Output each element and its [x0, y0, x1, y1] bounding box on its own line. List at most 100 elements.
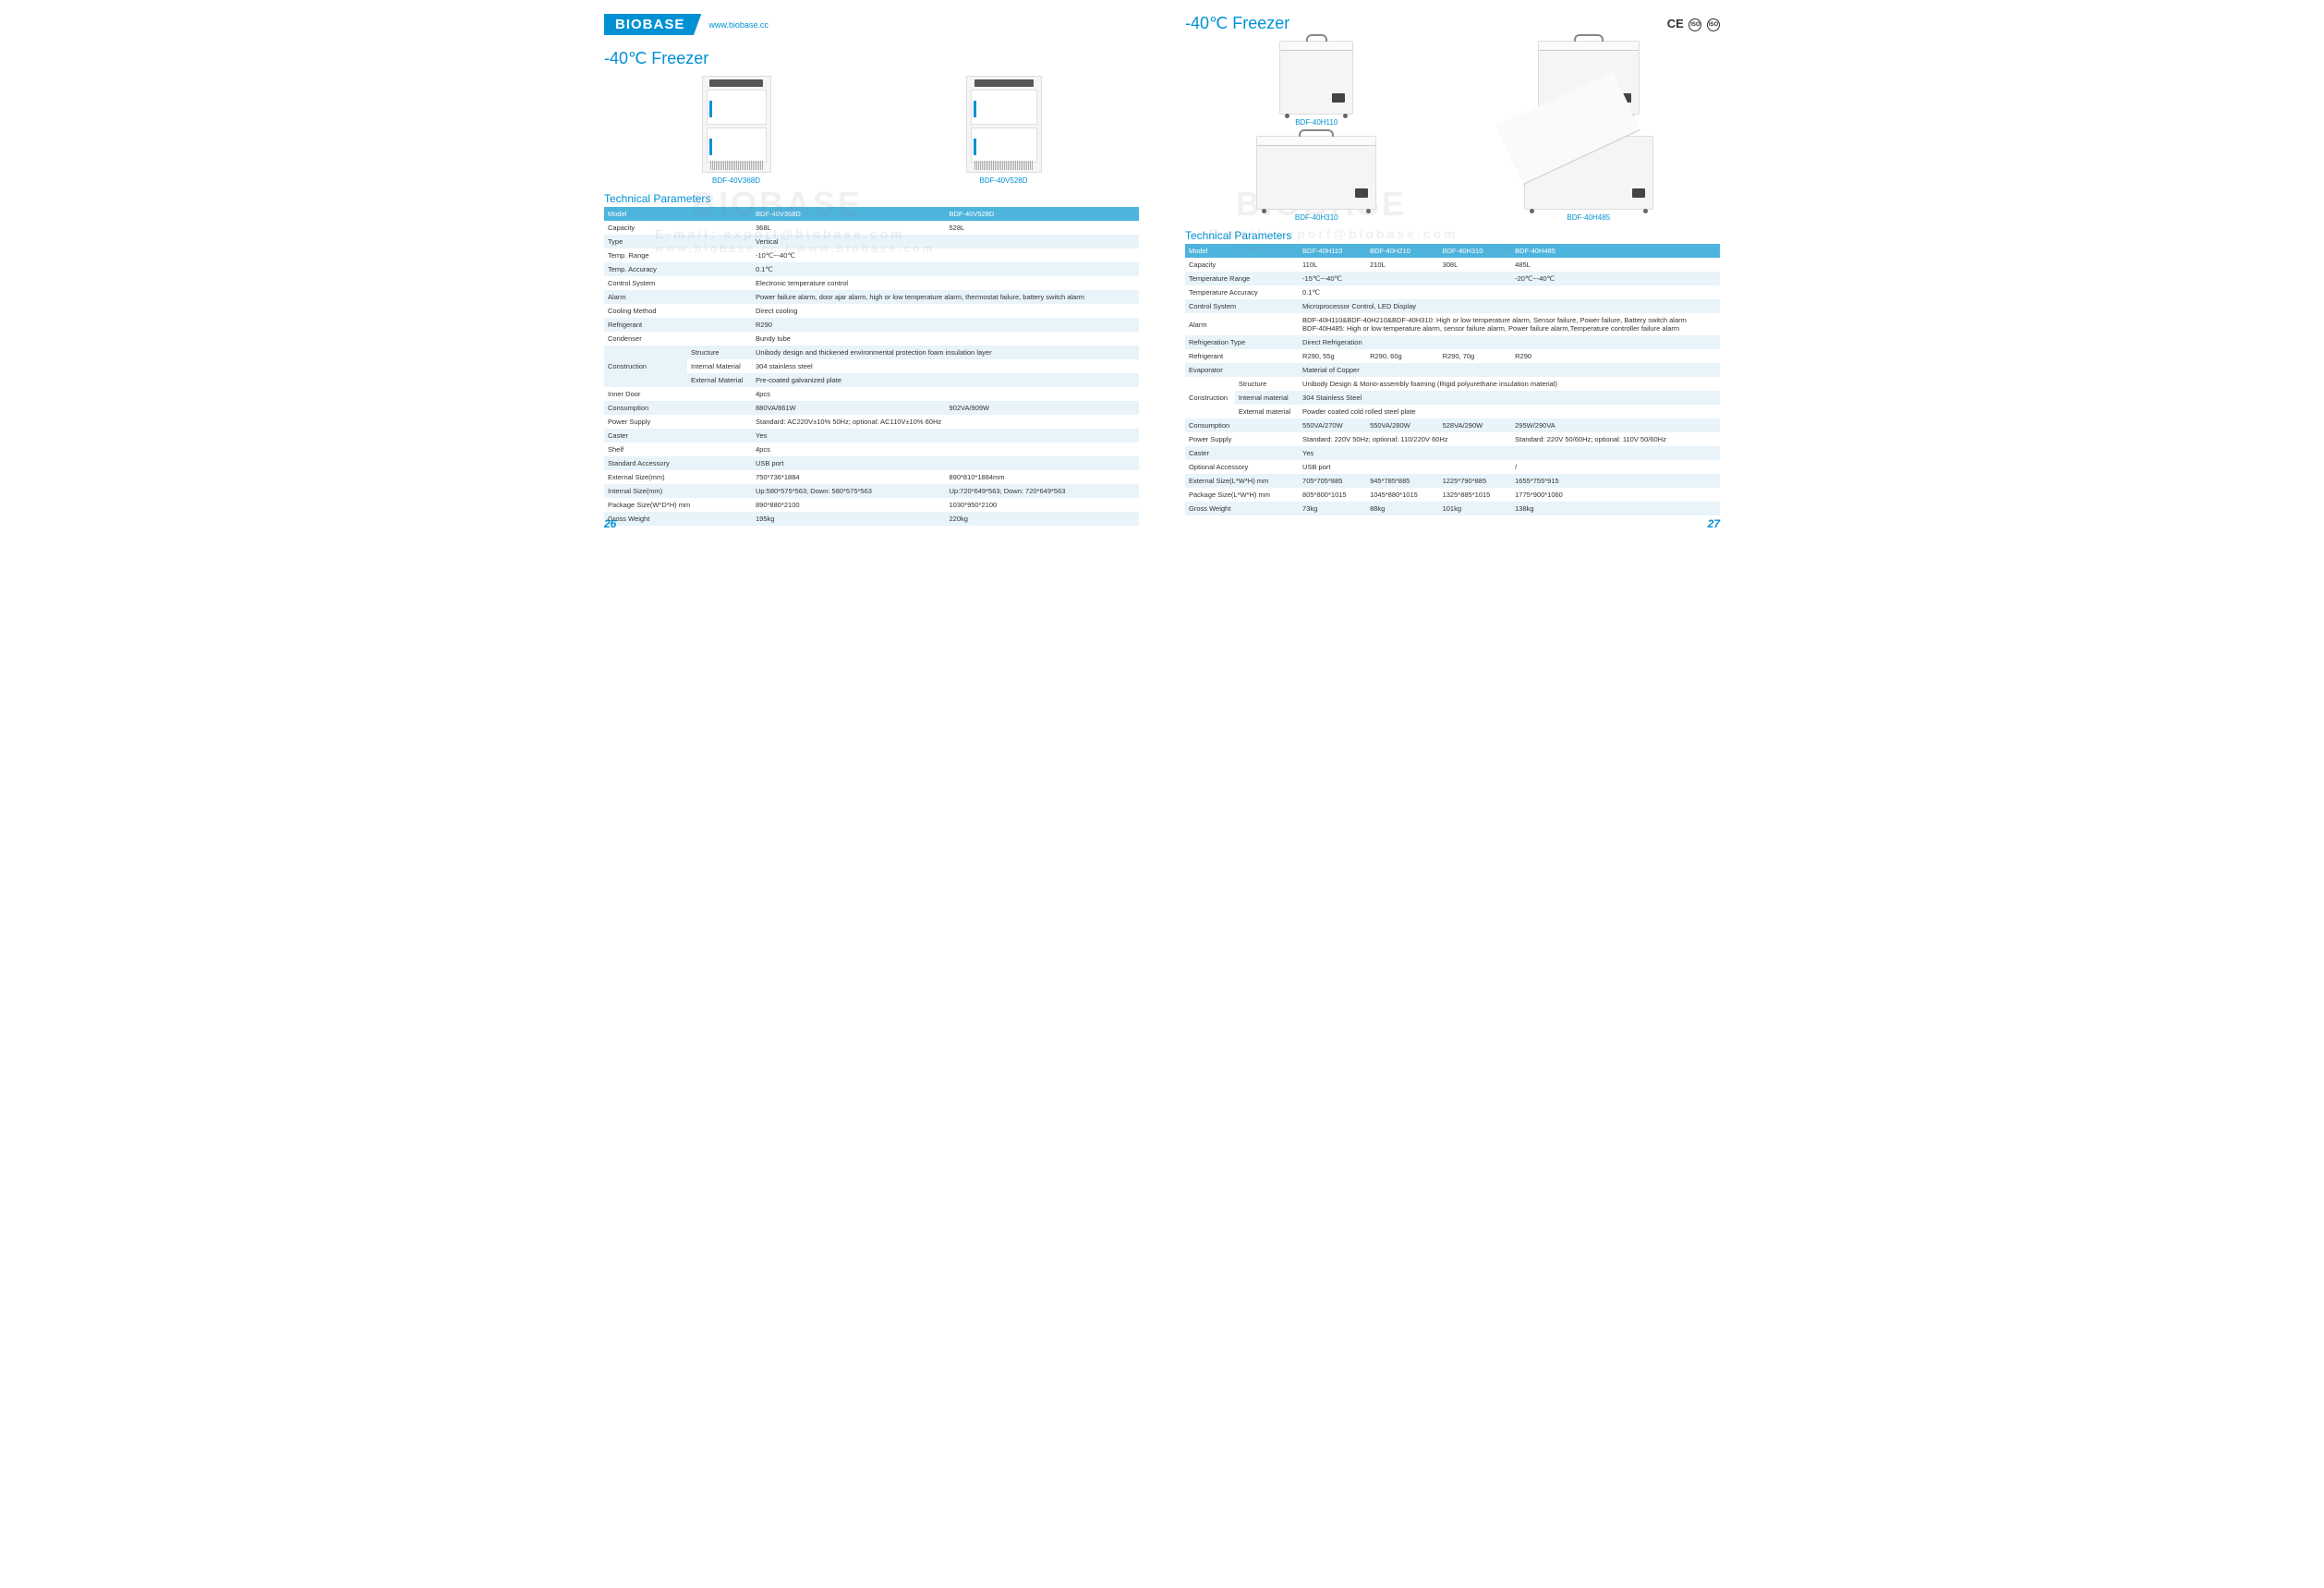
cell: 1655*755*915 — [1511, 474, 1720, 488]
cell: Gross Weight — [1185, 502, 1299, 515]
product-label: BDF-40H110 — [1279, 118, 1353, 127]
table-row: TypeVertical — [604, 235, 1139, 249]
cell: Standard: AC220V±10% 50Hz; optional: AC1… — [752, 415, 1139, 429]
table-row: Temp. Range-10℃~-40℃ — [604, 249, 1139, 262]
brand-logo: BIOBASE — [604, 14, 701, 35]
cell: Structure — [687, 345, 752, 359]
cell: / — [1511, 460, 1720, 474]
cell: Cooling Method — [604, 304, 752, 318]
cell: 1325*885*1015 — [1439, 488, 1512, 502]
cell: Pre-coated galvanized plate — [752, 373, 1139, 387]
cell: Temperature Accuracy — [1185, 285, 1299, 299]
cell: 528L — [945, 221, 1139, 235]
cell: External material — [1235, 405, 1299, 418]
page-title-left: -40℃ Freezer — [604, 49, 1139, 68]
cell: Standard: 220V 50Hz; optional: 110/220V … — [1299, 432, 1511, 446]
cell: 528VA/290W — [1439, 418, 1512, 432]
cell: Temperature Range — [1185, 272, 1299, 285]
cell: 550VA/270W — [1299, 418, 1366, 432]
cell: 88kg — [1366, 502, 1439, 515]
page-right: CE ISO ISO BIOBASE E-mail: export@biobas… — [1162, 0, 1743, 539]
table-row: External Size(mm)750*736*1884890*810*188… — [604, 470, 1139, 484]
cell: 308L — [1439, 258, 1512, 272]
cell: Model — [1185, 244, 1299, 258]
cell: Structure — [1235, 377, 1299, 391]
cell: Package Size(L*W*H) mm — [1185, 488, 1299, 502]
table-row: Temperature Range-15℃~-40℃-20℃~-40℃ — [1185, 272, 1720, 285]
table-row: CasterYes — [1185, 446, 1720, 460]
cell: 890*810*1884mm — [945, 470, 1139, 484]
cell: Yes — [752, 429, 1139, 442]
table-row: Shelf4pcs — [604, 442, 1139, 456]
table-row: Optional AccessoryUSB port/ — [1185, 460, 1720, 474]
cell: 210L — [1366, 258, 1439, 272]
table-row: Capacity368L528L — [604, 221, 1139, 235]
cell: Refrigerant — [604, 318, 752, 332]
table-row: Package Size(W*D*H) mm890*880*21001030*9… — [604, 498, 1139, 512]
cell: -20℃~-40℃ — [1511, 272, 1720, 285]
cell: Internal Size(mm) — [604, 484, 752, 498]
cell: 1225*790*885 — [1439, 474, 1512, 488]
product-label: BDF-40V528D — [966, 176, 1042, 185]
product-label: BDF-40V368D — [702, 176, 771, 185]
cell: USB port — [752, 456, 1139, 470]
product: BDF-40V368D — [702, 76, 771, 185]
cell: Up:580*575*563; Down: 580*575*563 — [752, 484, 945, 498]
cell: Electronic temperature control — [752, 276, 1139, 290]
cell: Construction — [604, 345, 687, 387]
cell: Alarm — [604, 290, 752, 304]
header-url: www.biobase.cc — [708, 20, 769, 30]
cell: 1045*880*1015 — [1366, 488, 1439, 502]
table-row: Consumption550VA/270W550VA/280W528VA/290… — [1185, 418, 1720, 432]
cell: Inner Door — [604, 387, 752, 401]
cell: Control System — [604, 276, 752, 290]
cell: Package Size(W*D*H) mm — [604, 498, 752, 512]
cell: 485L — [1511, 258, 1720, 272]
cell: 880VA/861W — [752, 401, 945, 415]
cell: Gross Weight — [604, 512, 752, 526]
table-row: RefrigerantR290, 55gR290, 60gR290, 70gR2… — [1185, 349, 1720, 363]
cell: Consumption — [1185, 418, 1299, 432]
cell: 295W/290VA — [1511, 418, 1720, 432]
table-row: EvaporatorMaterial of Copper — [1185, 363, 1720, 377]
cell: BDF-40V368D — [752, 207, 945, 221]
cell: Consumption — [604, 401, 752, 415]
cell: 4pcs — [752, 442, 1139, 456]
cell: BDF-40V528D — [945, 207, 1139, 221]
cell: External Size(mm) — [604, 470, 752, 484]
cell: Caster — [1185, 446, 1299, 460]
product-label: BDF-40H310 — [1256, 213, 1376, 222]
cell: BDF-40H485 — [1511, 244, 1720, 258]
table-row: Control SystemElectronic temperature con… — [604, 276, 1139, 290]
product: BDF-40H110 — [1279, 41, 1353, 127]
cert-icon: ISO — [1707, 18, 1720, 31]
cell: Capacity — [604, 221, 752, 235]
cell: Internal material — [1235, 391, 1299, 405]
cell: Caster — [604, 429, 752, 442]
cell: Temp. Range — [604, 249, 752, 262]
table-row: ModelBDF-40H110BDF-40H210BDF-40H310BDF-4… — [1185, 244, 1720, 258]
cell: BDF-40H210 — [1366, 244, 1439, 258]
cell: R290 — [1511, 349, 1720, 363]
spec-table-left: ModelBDF-40V368DBDF-40V528DCapacity368L5… — [604, 207, 1139, 526]
cell: 750*736*1884 — [752, 470, 945, 484]
table-row: Internal material304 Stainless Steel — [1185, 391, 1720, 405]
cell: USB port — [1299, 460, 1511, 474]
cell: Temp. Accuracy — [604, 262, 752, 276]
table-row: Gross Weight195kg220kg — [604, 512, 1139, 526]
cell: Refrigerant — [1185, 349, 1299, 363]
cell: R290 — [752, 318, 1139, 332]
cell: 890*880*2100 — [752, 498, 945, 512]
table-row: Power SupplyStandard: AC220V±10% 50Hz; o… — [604, 415, 1139, 429]
cell: Material of Copper — [1299, 363, 1720, 377]
cell: 0.1℃ — [752, 262, 1139, 276]
section-title: Technical Parameters — [604, 192, 1139, 205]
cell: 368L — [752, 221, 945, 235]
cell: Type — [604, 235, 752, 249]
table-row: ConstructionStructureUnibody Design & Mo… — [1185, 377, 1720, 391]
cell: 138kg — [1511, 502, 1720, 515]
ce-text: CE — [1667, 17, 1684, 30]
freezer-vertical-icon — [966, 76, 1042, 173]
table-row: Power SupplyStandard: 220V 50Hz; optiona… — [1185, 432, 1720, 446]
cell: BDF-40H310 — [1439, 244, 1512, 258]
